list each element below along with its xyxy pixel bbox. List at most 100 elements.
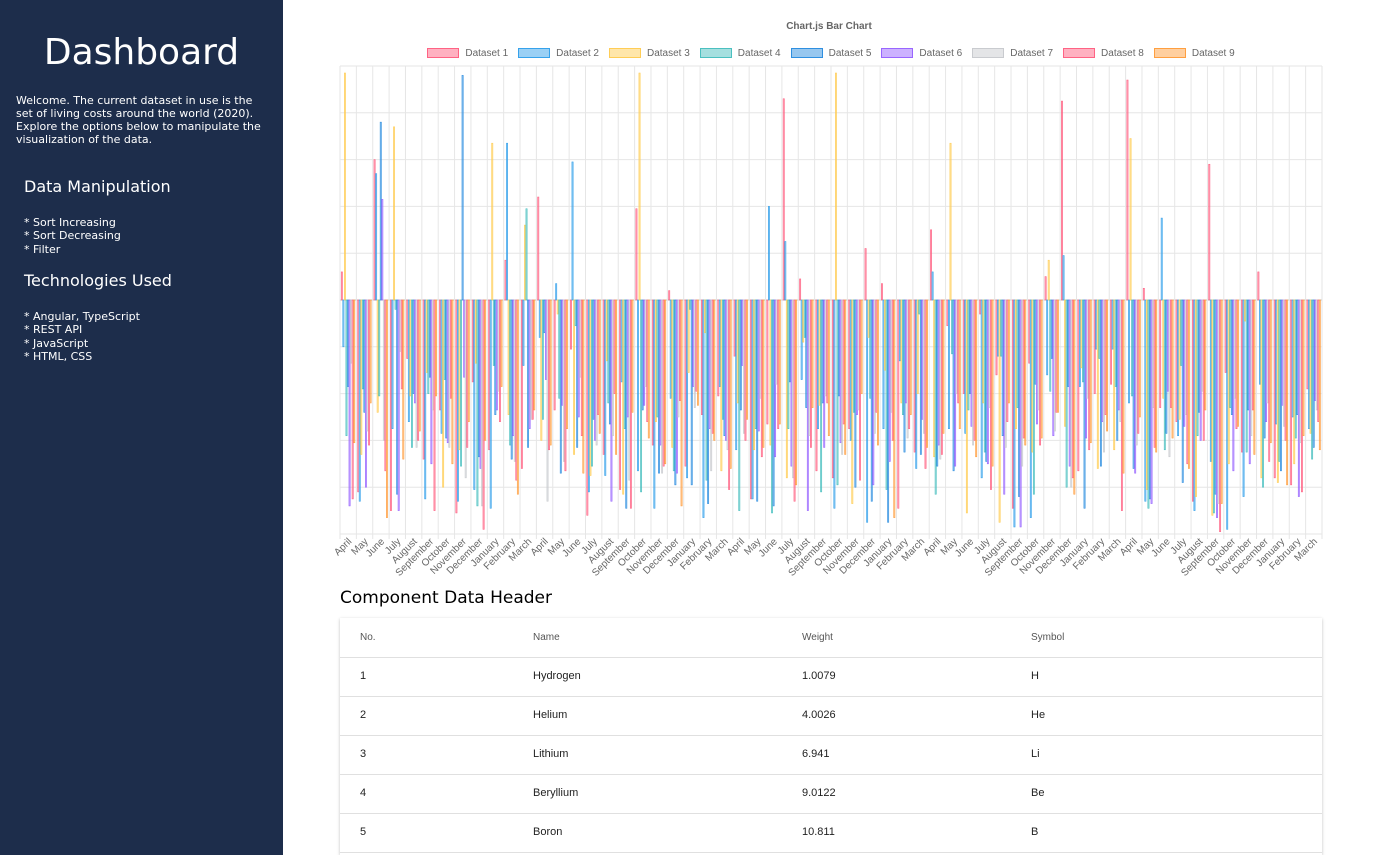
bar <box>1235 299 1238 429</box>
bar <box>1198 299 1201 413</box>
bar <box>1250 299 1253 437</box>
bar <box>710 299 713 472</box>
bar <box>1064 299 1066 427</box>
legend-item[interactable]: Dataset 2 <box>518 46 599 60</box>
bar <box>1071 299 1074 479</box>
legend-item[interactable]: Dataset 8 <box>1063 46 1144 60</box>
legend-item[interactable]: Dataset 6 <box>881 46 962 60</box>
bar <box>721 299 724 420</box>
legend-label: Dataset 8 <box>1101 47 1144 59</box>
bar <box>827 299 830 437</box>
bar <box>704 299 706 334</box>
cell-number: 5 <box>360 826 367 838</box>
bar <box>1187 299 1190 469</box>
bar <box>1273 299 1276 479</box>
bar <box>1001 299 1004 437</box>
bar <box>684 299 687 467</box>
bar <box>1113 299 1116 451</box>
bar <box>1265 299 1268 422</box>
bar <box>866 299 869 523</box>
bar <box>986 299 989 465</box>
bar <box>923 299 925 434</box>
bar <box>1181 299 1184 483</box>
filter-item[interactable]: * Filter <box>24 242 61 256</box>
bar <box>877 299 879 446</box>
bar <box>376 299 379 413</box>
cell-number: 2 <box>360 709 367 721</box>
bar <box>509 299 512 446</box>
bar <box>695 299 698 392</box>
bar <box>870 299 873 502</box>
bar <box>1275 299 1278 425</box>
bar <box>340 271 343 301</box>
column-header[interactable]: Symbol <box>1031 632 1065 643</box>
bar <box>810 299 812 448</box>
bar <box>867 299 870 338</box>
bar <box>1241 299 1243 453</box>
bar <box>1006 299 1009 422</box>
bar <box>1175 299 1178 422</box>
bar <box>482 299 485 530</box>
bar <box>1126 79 1129 301</box>
bar <box>455 299 458 514</box>
sort-decreasing-item[interactable]: * Sort Decreasing <box>24 229 121 243</box>
bar <box>643 299 646 406</box>
bar <box>942 299 945 434</box>
bar <box>1061 100 1063 301</box>
bar <box>607 299 610 404</box>
bar <box>1309 299 1312 434</box>
legend-item[interactable]: Dataset 9 <box>1153 46 1235 60</box>
sort-increasing-item[interactable]: * Sort Increasing <box>24 216 116 229</box>
legend-label: Dataset 9 <box>1191 47 1235 59</box>
bar <box>915 299 918 469</box>
bar <box>1057 299 1059 413</box>
bar <box>962 299 965 394</box>
bar <box>653 299 656 509</box>
bar <box>775 299 778 385</box>
bar <box>1047 259 1050 301</box>
bar <box>735 299 738 451</box>
bar <box>1293 299 1296 465</box>
bar <box>720 299 723 472</box>
bar <box>612 299 614 437</box>
bar <box>491 142 494 301</box>
bar <box>952 299 955 472</box>
bar <box>1134 299 1137 474</box>
bar <box>561 299 564 406</box>
legend-item[interactable]: Dataset 4 <box>699 46 781 60</box>
table-row: 2 Helium 4.0026 He <box>340 696 1322 736</box>
bar <box>705 299 708 481</box>
bar <box>754 299 757 429</box>
cell-weight: 9.0122 <box>802 787 836 799</box>
bar <box>425 299 428 373</box>
bar <box>1227 299 1230 465</box>
bar <box>689 299 692 310</box>
bar <box>442 299 445 488</box>
bar <box>820 299 823 493</box>
column-header[interactable]: Name <box>533 632 560 643</box>
bar <box>1312 299 1315 448</box>
bar <box>833 299 836 509</box>
bar <box>559 299 562 474</box>
bar <box>936 299 939 467</box>
column-header[interactable]: No. <box>360 632 376 643</box>
bar <box>640 299 643 493</box>
legend-item[interactable]: Dataset 1 <box>427 46 508 60</box>
legend-item[interactable]: Dataset 5 <box>790 46 871 60</box>
legend-item[interactable]: Dataset 7 <box>972 46 1053 60</box>
bar <box>658 299 660 474</box>
legend-item[interactable]: Dataset 3 <box>608 46 690 60</box>
bar <box>1219 299 1222 532</box>
bar <box>1217 299 1220 504</box>
bar <box>528 299 531 429</box>
technologies-heading: Technologies Used <box>24 271 172 290</box>
column-header[interactable]: Weight <box>802 632 833 643</box>
bar <box>931 271 934 301</box>
bar <box>723 299 726 437</box>
bar <box>869 299 872 399</box>
bar <box>1068 299 1071 467</box>
bar <box>803 299 806 338</box>
bar <box>479 299 482 469</box>
bar <box>504 259 507 301</box>
bar <box>507 299 510 415</box>
